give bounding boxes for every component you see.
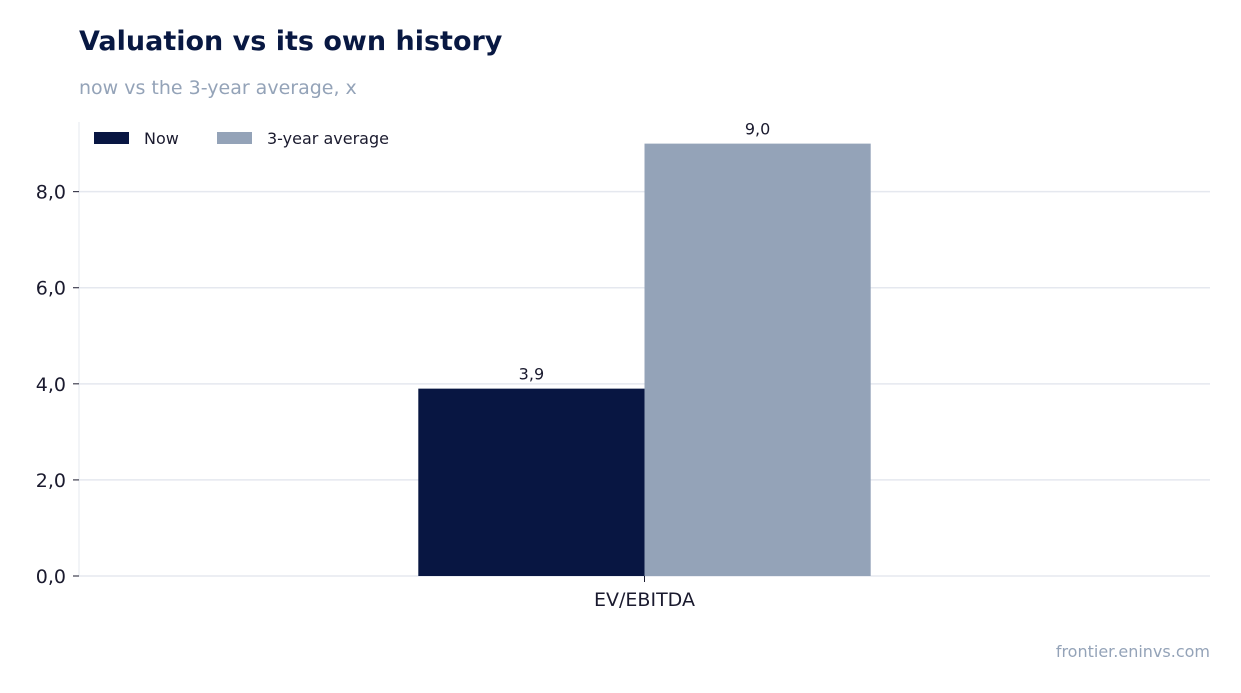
legend-swatch <box>94 132 129 144</box>
data-label: 3,9 <box>519 365 544 384</box>
y-axis: 0,0 2,0 4,0 6,0 8,0 <box>36 122 80 588</box>
y-tick-label: 4,0 <box>36 374 66 396</box>
x-tick-label: EV/EBITDA <box>594 589 695 611</box>
legend-label: Now <box>144 129 179 148</box>
y-tick-label: 0,0 <box>36 566 66 588</box>
legend: Now 3-year average <box>94 129 389 148</box>
bar-now <box>418 388 645 576</box>
bars: 3,9 9,0 <box>418 120 871 576</box>
data-label: 9,0 <box>745 120 770 139</box>
chart-subtitle: now vs the 3-year average, x <box>79 77 357 99</box>
bar-3-year-average <box>644 143 871 576</box>
chart-title: Valuation vs its own history <box>79 26 503 57</box>
legend-swatch <box>217 132 252 144</box>
y-tick-label: 6,0 <box>36 278 66 300</box>
y-tick-label: 2,0 <box>36 470 66 492</box>
source-credit: frontier.eninvs.com <box>1055 642 1210 661</box>
y-tick-label: 8,0 <box>36 182 66 204</box>
legend-label: 3-year average <box>267 129 389 148</box>
x-axis: EV/EBITDA <box>594 576 695 611</box>
